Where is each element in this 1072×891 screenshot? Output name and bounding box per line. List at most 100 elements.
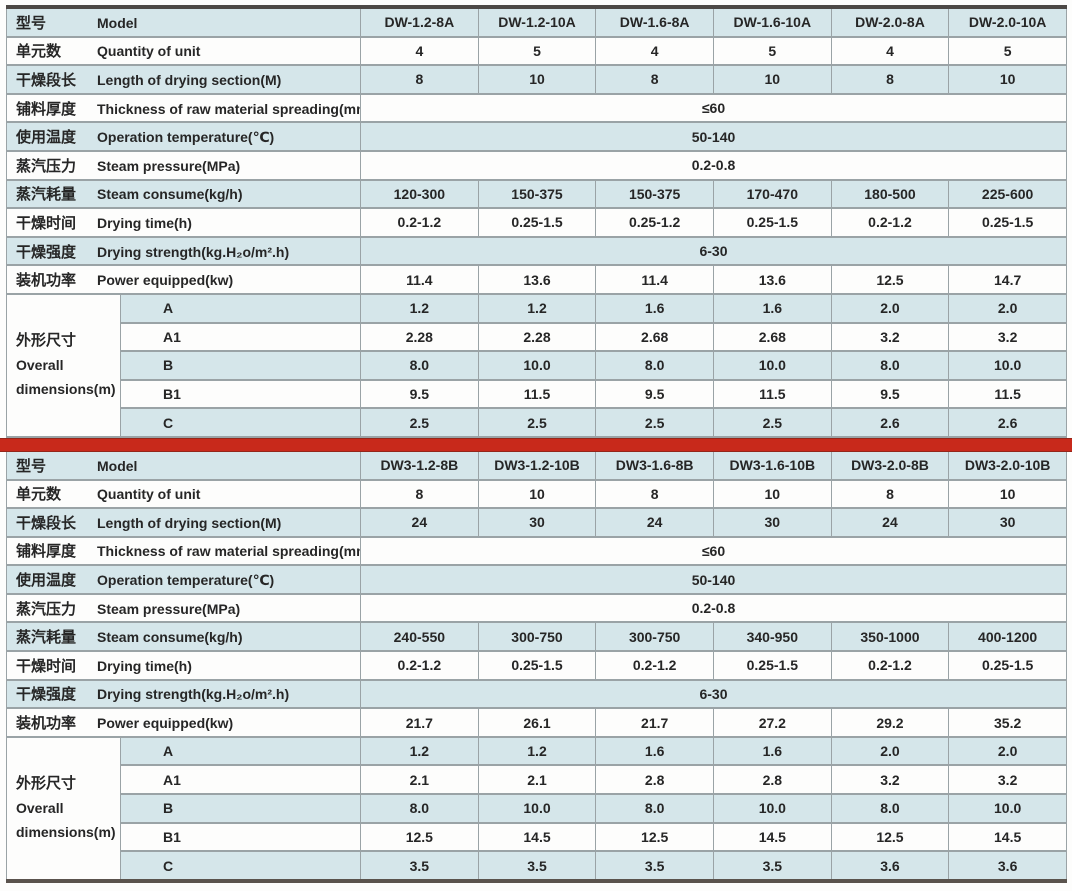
value-cell: 8 [830,65,950,95]
merged-value-cell: 50-140 [360,122,1067,152]
value-cell: 150-375 [477,179,597,210]
value-cell: 30 [948,508,1067,538]
row-label-en: Length of drying section(M) [97,71,282,88]
table-row: 外形尺寸 Overall dimensions(m) A 1.2 1.2 1.6… [6,293,1067,438]
value-cell: 0.25-1.2 [595,208,714,238]
value-cell: 11.5 [948,379,1067,410]
value-cell: 1.2 [477,293,597,324]
value-cell: 3.5 [360,851,479,882]
row-label-cn: 型号 [16,457,47,475]
row-label-cell: 干燥段长 Length of drying section(M) [5,508,362,538]
model-cell: DW3-1.2-10B [477,451,597,481]
value-cell: 10.0 [712,351,832,381]
row-label-en: Model [97,457,138,474]
value-cell: 5 [477,36,597,67]
table-row: C 3.5 3.5 3.5 3.5 3.6 3.6 [7,851,1067,882]
table-row: 装机功率 Power equipped(kw) 21.7 26.1 21.7 27… [5,708,1067,738]
dim-row-label: B [119,794,362,824]
model-cell: DW3-1.6-10B [712,451,832,481]
value-cell: 11.5 [712,379,832,410]
table-row: B 8.0 10.0 8.0 10.0 8.0 10.0 [7,351,1067,381]
value-cell: 10.0 [712,794,832,824]
value-cell: 1.2 [360,736,479,767]
row-label-cn: 使用温度 [16,129,77,147]
row-label-cn: 单元数 [16,486,62,504]
value-cell: 26.1 [477,708,597,738]
table-row: 单元数 Quantity of unit 4 5 4 5 4 5 [5,36,1067,67]
row-label-en: Drying time(h) [97,657,192,674]
row-label-cn: 干燥强度 [16,243,77,261]
row-label-cn: 使用温度 [16,572,77,590]
merged-value-cell: 0.2-0.8 [360,150,1067,181]
dims-label-en-line1: Overall [16,800,64,817]
value-cell: 2.68 [712,322,832,353]
row-label-cell: 使用温度 Operation temperature(℃) [5,122,362,152]
value-cell: 2.6 [948,408,1067,438]
row-label-en: Thickness of raw material spreading(mm) [97,543,361,560]
value-cell: 0.25-1.5 [712,651,832,681]
value-cell: 10 [477,479,597,510]
row-label-cell: 型号 Model [5,7,362,38]
value-cell: 3.2 [830,322,950,353]
model-cell: DW-1.6-10A [712,7,832,38]
value-cell: 10.0 [477,351,597,381]
value-cell: 30 [477,508,597,538]
value-cell: 8 [595,65,714,95]
value-cell: 8 [830,479,950,510]
value-cell: 10.0 [948,351,1067,381]
row-label-cell: 铺料厚度 Thickness of raw material spreading(… [5,93,362,124]
row-label-cell: 干燥时间 Drying time(h) [5,651,362,681]
model-cell: DW-1.6-8A [595,7,714,38]
dim-row-label: B1 [119,379,362,410]
value-cell: 5 [948,36,1067,67]
table-row: 干燥强度 Drying strength(kg.H₂o/m².h) 6-30 [5,236,1067,267]
row-label-en: Steam pressure(MPa) [97,157,241,174]
value-cell: 13.6 [712,265,832,295]
dim-row-label: B1 [119,822,362,853]
value-cell: 0.25-1.5 [477,651,597,681]
value-cell: 12.5 [360,822,479,853]
table-row: B 8.0 10.0 8.0 10.0 8.0 10.0 [7,794,1067,824]
model-cell: DW3-1.2-8B [360,451,479,481]
value-cell: 1.6 [595,293,714,324]
merged-value-cell: 6-30 [360,236,1067,267]
row-label-en: Drying strength(kg.H₂o/m².h) [97,243,290,260]
value-cell: 2.68 [595,322,714,353]
value-cell: 10.0 [948,794,1067,824]
value-cell: 0.2-1.2 [360,651,479,681]
value-cell: 10 [477,65,597,95]
value-cell: 4 [360,36,479,67]
value-cell: 3.6 [948,851,1067,882]
value-cell: 3.5 [595,851,714,882]
value-cell: 10 [712,479,832,510]
row-label-cell: 铺料厚度 Thickness of raw material spreading(… [5,536,362,567]
table-row: 使用温度 Operation temperature(℃) 50-140 [5,122,1067,152]
dim-row-label: A [119,293,362,324]
value-cell: 9.5 [595,379,714,410]
value-cell: 9.5 [830,379,950,410]
value-cell: 9.5 [360,379,479,410]
table-row: 干燥强度 Drying strength(kg.H₂o/m².h) 6-30 [5,679,1067,710]
value-cell: 24 [360,508,479,538]
value-cell: 3.2 [948,765,1067,796]
table-row: 铺料厚度 Thickness of raw material spreading(… [5,536,1067,567]
value-cell: 8.0 [830,794,950,824]
value-cell: 2.8 [595,765,714,796]
value-cell: 0.2-1.2 [595,651,714,681]
table-row: 蒸汽压力 Steam pressure(MPa) 0.2-0.8 [5,593,1067,624]
row-label-en: Length of drying section(M) [97,514,282,531]
table-row: 外形尺寸 Overall dimensions(m) A 1.2 1.2 1.6… [6,736,1067,882]
red-divider [0,437,1072,452]
row-label-en: Power equipped(kw) [97,272,234,289]
row-label-cn: 干燥时间 [16,657,77,675]
value-cell: 2.5 [595,408,714,438]
merged-value-cell: 50-140 [360,565,1067,595]
value-cell: 12.5 [595,822,714,853]
row-label-cell: 装机功率 Power equipped(kw) [5,708,362,738]
row-label-cell: 使用温度 Operation temperature(℃) [5,565,362,595]
value-cell: 2.5 [360,408,479,438]
merged-value-cell: ≤60 [360,93,1067,124]
table-row: 型号 Model DW-1.2-8A DW-1.2-10A DW-1.6-8A D… [5,7,1067,38]
value-cell: 11.4 [360,265,479,295]
